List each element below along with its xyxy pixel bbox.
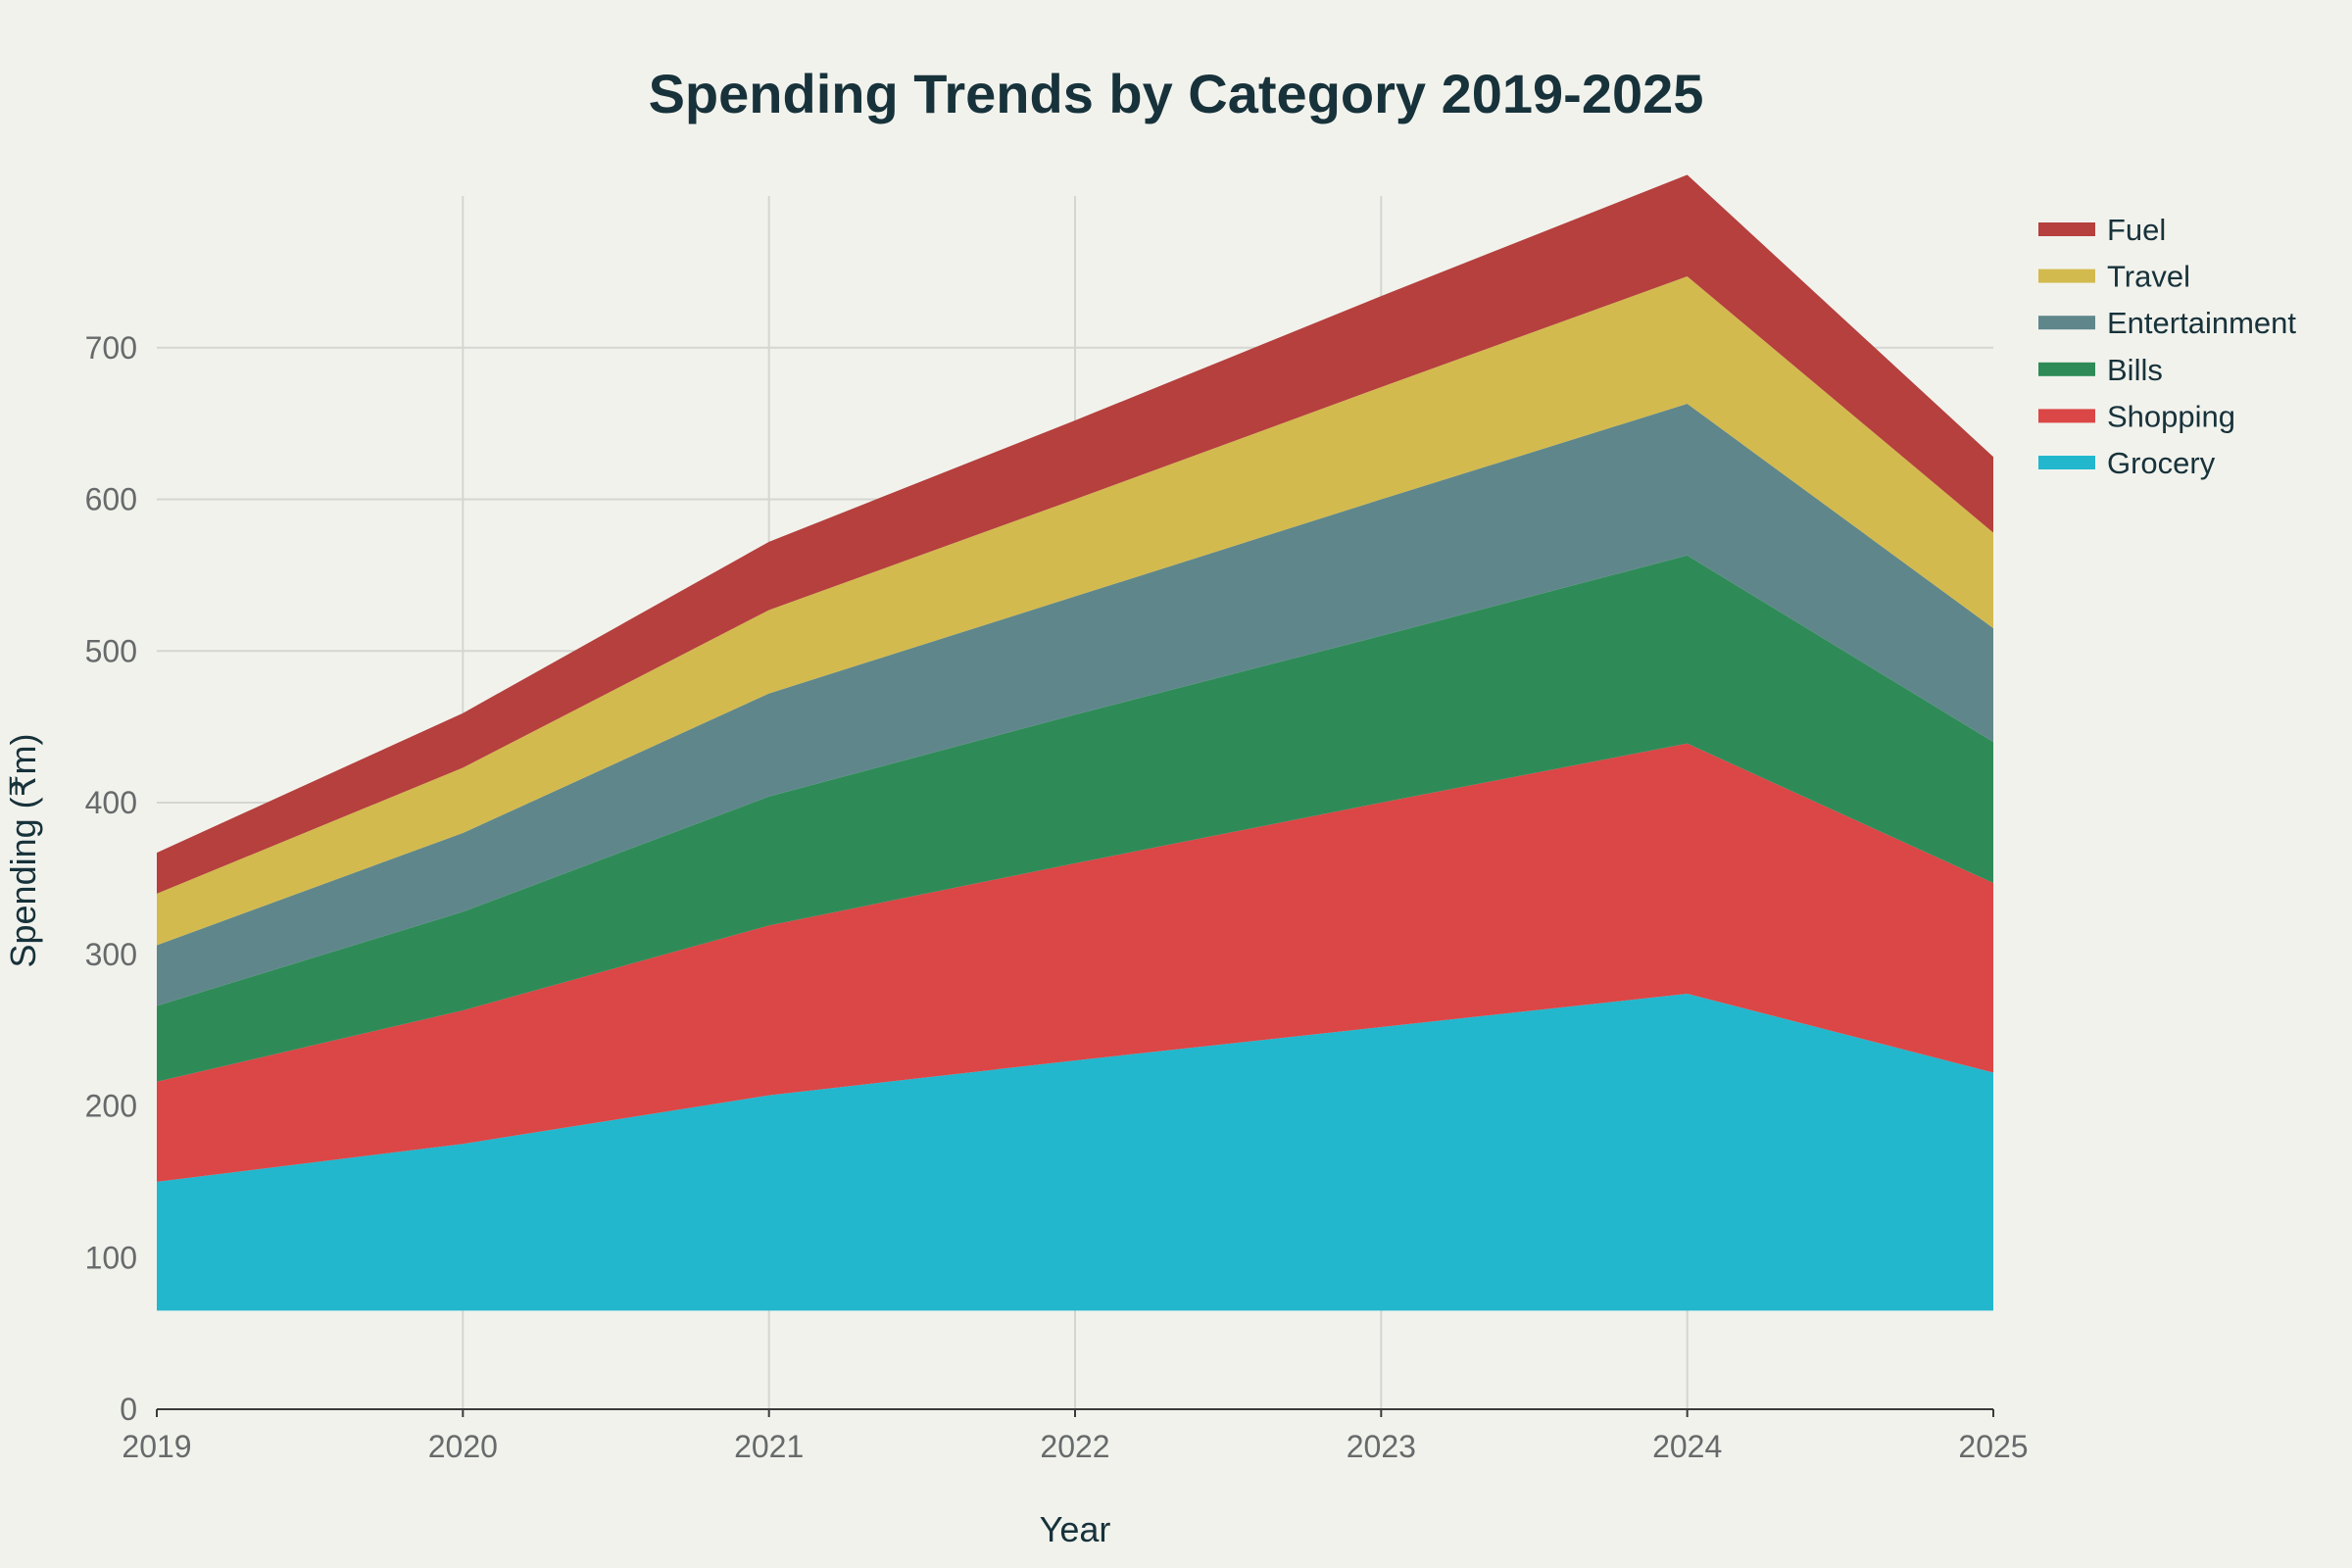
axes: 2019 2020 2021 2022 2023 2024 2025 0 100 200 300 40…	[85, 330, 2029, 1464]
y-tick-label: 400	[85, 785, 137, 820]
y-tick-label: 600	[85, 482, 137, 517]
y-tick-label: 300	[85, 937, 137, 972]
x-tick-label: 2025	[1958, 1429, 2028, 1464]
legend-label-shopping: Shopping	[2107, 399, 2235, 433]
x-tick-label: 2020	[428, 1429, 498, 1464]
area-bills	[157, 555, 1993, 1082]
y-axis-title: Spending (₹m)	[3, 733, 43, 967]
x-axis-title: Year	[1040, 1509, 1111, 1549]
legend-swatch-fuel	[2038, 222, 2095, 236]
plot-areas	[157, 174, 1993, 1311]
y-tick-label: 0	[120, 1392, 137, 1427]
y-tick-label: 700	[85, 330, 137, 366]
legend-label-entertainment: Entertainment	[2107, 306, 2296, 340]
legend-swatch-bills	[2038, 362, 2095, 376]
x-tick-label: 2021	[734, 1429, 804, 1464]
area-grocery	[157, 993, 1993, 1311]
legend-swatch-shopping	[2038, 409, 2095, 423]
chart-title: Spending Trends by Category 2019-2025	[649, 63, 1704, 124]
area-travel	[157, 276, 1993, 946]
x-tick-label: 2019	[122, 1429, 191, 1464]
y-tick-label: 200	[85, 1089, 137, 1124]
legend-swatch-travel	[2038, 269, 2095, 283]
legend-label-grocery: Grocery	[2107, 446, 2216, 480]
area-entertainment	[157, 404, 1993, 1006]
legend-label-bills: Bills	[2107, 353, 2163, 387]
legend-swatch-grocery	[2038, 456, 2095, 469]
x-tick-label: 2024	[1652, 1429, 1722, 1464]
legend-swatch-entertainment	[2038, 316, 2095, 330]
y-tick-label: 500	[85, 633, 137, 668]
y-tick-label: 100	[85, 1240, 137, 1275]
x-tick-label: 2023	[1347, 1429, 1416, 1464]
legend-label-travel: Travel	[2107, 260, 2190, 294]
legend-label-fuel: Fuel	[2107, 213, 2166, 247]
area-shopping	[157, 743, 1993, 1182]
legend: Fuel Travel Entertainment Bills Shopping Groc…	[2038, 213, 2296, 480]
x-tick-label: 2022	[1040, 1429, 1109, 1464]
